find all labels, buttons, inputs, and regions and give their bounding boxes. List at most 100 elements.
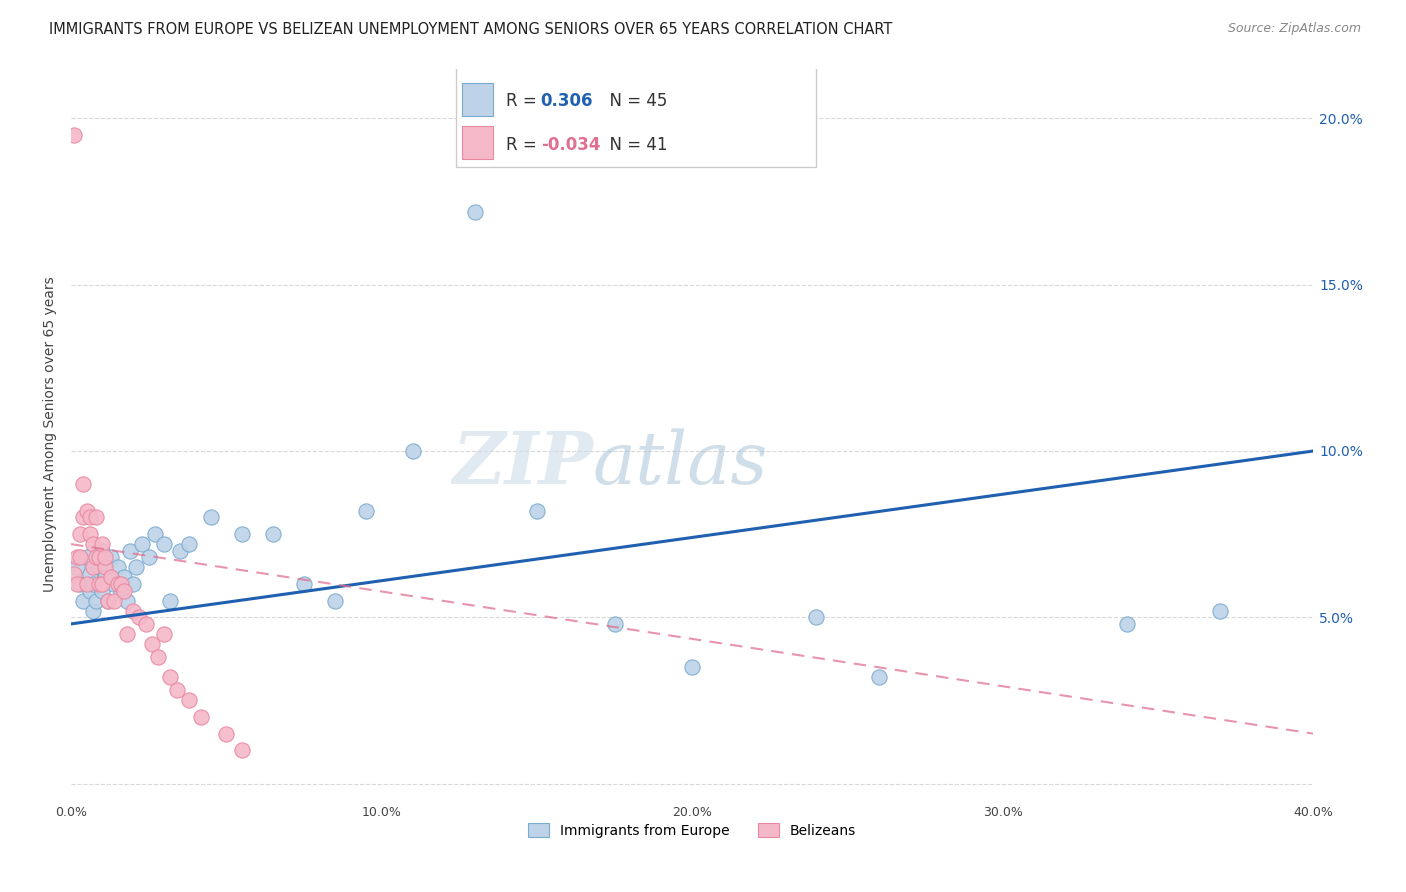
Point <box>122 577 145 591</box>
Text: R =: R = <box>506 93 541 111</box>
Point <box>112 570 135 584</box>
Point <box>153 627 176 641</box>
Point <box>91 543 114 558</box>
Text: -0.034: -0.034 <box>541 136 600 154</box>
Point <box>76 550 98 565</box>
Point <box>215 727 238 741</box>
Point <box>82 560 104 574</box>
Text: R =: R = <box>506 136 541 154</box>
Point <box>1116 616 1139 631</box>
Point <box>69 527 91 541</box>
Point <box>177 537 200 551</box>
Point <box>153 537 176 551</box>
Text: N = 41: N = 41 <box>599 136 668 154</box>
Point <box>84 593 107 607</box>
Point <box>110 583 132 598</box>
Point <box>868 670 890 684</box>
Point <box>125 560 148 574</box>
Point <box>526 504 548 518</box>
Point <box>72 510 94 524</box>
Text: atlas: atlas <box>593 428 768 499</box>
Point <box>82 537 104 551</box>
Point <box>603 616 626 631</box>
Point <box>402 444 425 458</box>
Point <box>82 577 104 591</box>
Point <box>63 128 86 142</box>
Point <box>146 650 169 665</box>
Point <box>159 593 181 607</box>
Point <box>159 670 181 684</box>
Point <box>1209 604 1232 618</box>
Text: N = 45: N = 45 <box>599 93 668 111</box>
Text: Source: ZipAtlas.com: Source: ZipAtlas.com <box>1227 22 1361 36</box>
Point <box>122 604 145 618</box>
Point <box>97 593 120 607</box>
Point <box>100 550 122 565</box>
Point <box>69 577 91 591</box>
Point <box>87 560 110 574</box>
Point <box>94 550 117 565</box>
Point <box>112 583 135 598</box>
Bar <box>463 83 494 116</box>
Point <box>94 560 117 574</box>
Point <box>76 577 98 591</box>
Bar <box>456 65 817 168</box>
Point <box>107 577 129 591</box>
Point <box>79 510 101 524</box>
Point <box>143 527 166 541</box>
Point <box>79 583 101 598</box>
Point <box>91 537 114 551</box>
Y-axis label: Unemployment Among Seniors over 65 years: Unemployment Among Seniors over 65 years <box>44 277 58 592</box>
Point <box>354 504 377 518</box>
Point <box>681 660 703 674</box>
Point <box>115 627 138 641</box>
Point <box>94 570 117 584</box>
Point <box>103 593 125 607</box>
Point <box>141 637 163 651</box>
Text: 0.306: 0.306 <box>541 93 593 111</box>
Point <box>97 593 120 607</box>
Point <box>200 510 222 524</box>
Point <box>190 710 212 724</box>
Bar <box>463 126 494 159</box>
Point <box>135 616 157 631</box>
Point <box>72 593 94 607</box>
Point <box>76 504 98 518</box>
Point <box>166 683 188 698</box>
Point <box>66 560 89 574</box>
Text: IMMIGRANTS FROM EUROPE VS BELIZEAN UNEMPLOYMENT AMONG SENIORS OVER 65 YEARS CORR: IMMIGRANTS FROM EUROPE VS BELIZEAN UNEMP… <box>49 22 893 37</box>
Point <box>87 550 110 565</box>
Point <box>63 567 86 582</box>
Point <box>177 693 200 707</box>
Point <box>262 527 284 541</box>
Point <box>82 604 104 618</box>
Legend: Immigrants from Europe, Belizeans: Immigrants from Europe, Belizeans <box>522 816 863 845</box>
Point <box>103 577 125 591</box>
Point <box>69 550 91 565</box>
Point <box>100 570 122 584</box>
Point <box>72 477 94 491</box>
Point <box>79 567 101 582</box>
Point <box>128 610 150 624</box>
Point <box>87 577 110 591</box>
Point <box>231 527 253 541</box>
Point <box>66 550 89 565</box>
Point <box>91 577 114 591</box>
Point <box>131 537 153 551</box>
Point <box>84 550 107 565</box>
Point <box>292 577 315 591</box>
Point <box>323 593 346 607</box>
Point <box>806 610 828 624</box>
Point <box>66 577 89 591</box>
Point <box>91 583 114 598</box>
Point <box>115 593 138 607</box>
Point <box>107 560 129 574</box>
Point <box>138 550 160 565</box>
Point <box>110 577 132 591</box>
Point <box>118 543 141 558</box>
Point <box>231 743 253 757</box>
Text: ZIP: ZIP <box>451 428 593 500</box>
Point <box>79 527 101 541</box>
Point <box>84 510 107 524</box>
Point <box>169 543 191 558</box>
